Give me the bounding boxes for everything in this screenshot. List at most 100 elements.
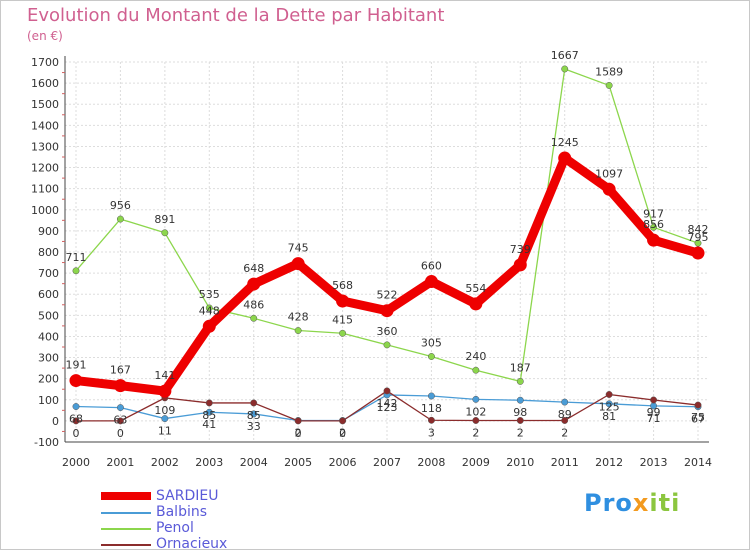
- data-point-ornacieux: [294, 417, 302, 425]
- data-label-ornacieux: 0: [339, 427, 346, 440]
- data-point-ornacieux: [472, 417, 480, 424]
- data-point-ornacieux: [116, 417, 124, 425]
- data-point-penol: [472, 366, 480, 374]
- y-tick-label: 1500: [31, 98, 59, 111]
- data-point-balbins: [161, 415, 169, 423]
- data-label-penol: 711: [66, 251, 87, 264]
- y-tick-label: 1200: [31, 162, 59, 175]
- data-label-ornacieux: 2: [472, 426, 479, 439]
- y-tick-label: 400: [38, 330, 59, 343]
- data-point-ornacieux: [383, 387, 391, 395]
- data-label-sardieu: 191: [66, 359, 87, 372]
- data-label-balbins: 98: [513, 406, 527, 419]
- data-label-balbins: 118: [421, 402, 442, 415]
- data-point-penol: [339, 329, 347, 337]
- data-label-ornacieux: 85: [247, 409, 261, 422]
- x-tick-label: 2006: [329, 456, 357, 469]
- data-point-penol: [605, 81, 613, 89]
- data-point-sardieu: [113, 379, 127, 393]
- data-label-sardieu: 660: [421, 260, 442, 273]
- data-point-ornacieux: [250, 399, 258, 407]
- y-tick-label: 0: [52, 415, 59, 428]
- data-label-penol: 1667: [551, 49, 579, 62]
- data-point-sardieu: [336, 294, 350, 308]
- data-point-sardieu: [158, 384, 172, 398]
- data-label-ornacieux: 2: [561, 426, 568, 439]
- proxiti-logo: Proxiti: [584, 489, 681, 517]
- data-label-penol: 956: [110, 199, 131, 212]
- x-tick-label: 2004: [240, 456, 268, 469]
- y-tick-label: 1000: [31, 204, 59, 217]
- y-tick-label: 1300: [31, 140, 59, 153]
- data-label-penol: 486: [243, 298, 264, 311]
- data-label-penol: 535: [199, 288, 220, 301]
- legend-item-balbins: Balbins: [101, 504, 301, 520]
- data-point-sardieu: [202, 319, 216, 333]
- data-point-penol: [161, 229, 169, 237]
- data-label-ornacieux: 142: [377, 397, 398, 410]
- x-tick-label: 2014: [684, 456, 712, 469]
- data-point-ornacieux: [72, 417, 80, 425]
- data-point-penol: [650, 223, 658, 231]
- y-tick-label: 1700: [31, 56, 59, 69]
- data-point-sardieu: [513, 258, 527, 272]
- x-tick-label: 2008: [417, 456, 445, 469]
- data-label-penol: 891: [154, 213, 175, 226]
- data-point-balbins: [116, 404, 124, 412]
- legend-swatch-sardieu: [101, 492, 151, 500]
- x-tick-label: 2010: [506, 456, 534, 469]
- y-tick-label: 100: [38, 394, 59, 407]
- data-point-balbins: [605, 400, 613, 408]
- data-point-balbins: [516, 396, 524, 404]
- data-point-penol: [294, 327, 302, 334]
- legend-label-balbins: Balbins: [156, 504, 208, 520]
- data-label-balbins: 102: [465, 405, 486, 418]
- data-label-ornacieux: 2: [517, 426, 524, 439]
- y-tick-label: 1600: [31, 77, 59, 90]
- legend-label-ornacieux: Ornacieux: [156, 536, 228, 550]
- data-label-sardieu: 1097: [595, 167, 623, 180]
- data-label-penol: 917: [643, 207, 664, 220]
- data-point-ornacieux: [339, 417, 347, 425]
- data-point-penol: [516, 377, 524, 385]
- data-label-balbins: 2: [295, 426, 302, 439]
- y-tick-label: 500: [38, 309, 59, 322]
- data-point-sardieu: [291, 257, 305, 271]
- data-point-balbins: [561, 398, 569, 406]
- data-label-penol: 842: [688, 223, 709, 236]
- data-label-sardieu: 648: [243, 262, 264, 275]
- y-tick-label: 200: [38, 373, 59, 386]
- data-point-penol: [561, 65, 569, 73]
- data-point-ornacieux: [205, 399, 213, 407]
- data-label-balbins: 33: [247, 420, 261, 433]
- data-point-balbins: [427, 392, 435, 400]
- data-label-penol: 360: [377, 325, 398, 338]
- y-tick-label: 900: [38, 225, 59, 238]
- data-label-balbins: 68: [69, 413, 83, 426]
- data-point-ornacieux: [516, 417, 524, 424]
- data-point-sardieu: [558, 151, 572, 165]
- legend-label-sardieu: SARDIEU: [156, 488, 219, 504]
- x-tick-label: 2007: [373, 456, 401, 469]
- data-label-balbins: 11: [158, 425, 172, 438]
- legend: SARDIEU Balbins Penol Ornacieux: [101, 488, 301, 550]
- data-point-ornacieux: [427, 416, 435, 424]
- data-label-sardieu: 745: [288, 242, 309, 255]
- data-label-sardieu: 448: [199, 304, 220, 317]
- data-label-ornacieux: 0: [73, 427, 80, 440]
- x-tick-label: 2002: [151, 456, 179, 469]
- chart-title: Evolution du Montant de la Dette par Hab…: [27, 5, 445, 26]
- x-tick-label: 2009: [462, 456, 490, 469]
- y-tick-label: -100: [34, 436, 59, 449]
- data-point-ornacieux: [561, 417, 569, 424]
- data-point-ornacieux: [605, 391, 613, 398]
- data-label-balbins: 67: [691, 413, 705, 426]
- data-label-ornacieux: 0: [117, 427, 124, 440]
- data-label-sardieu: 739: [510, 243, 531, 256]
- data-point-penol: [383, 341, 391, 349]
- data-point-penol: [427, 353, 435, 360]
- data-point-sardieu: [602, 182, 616, 196]
- data-label-ornacieux: 125: [599, 401, 620, 414]
